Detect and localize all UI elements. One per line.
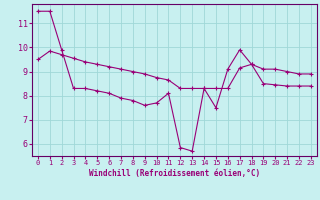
X-axis label: Windchill (Refroidissement éolien,°C): Windchill (Refroidissement éolien,°C) — [89, 169, 260, 178]
